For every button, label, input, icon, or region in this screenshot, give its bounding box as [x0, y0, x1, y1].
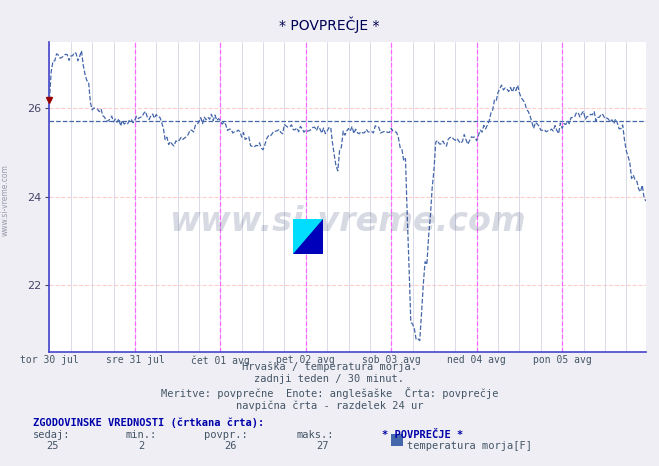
- Text: www.si-vreme.com: www.si-vreme.com: [1, 164, 10, 236]
- Text: * POVPREČJE *: * POVPREČJE *: [279, 16, 380, 33]
- Text: sob 03 avg: sob 03 avg: [362, 355, 420, 365]
- Text: povpr.:: povpr.:: [204, 430, 248, 439]
- Text: tor 30 jul: tor 30 jul: [20, 355, 79, 365]
- Text: sre 31 jul: sre 31 jul: [105, 355, 164, 365]
- Text: * POVPREČJE *: * POVPREČJE *: [382, 430, 463, 439]
- Text: maks.:: maks.:: [297, 430, 334, 439]
- Text: 25: 25: [46, 441, 59, 452]
- Text: Hrvaška / temperatura morja.: Hrvaška / temperatura morja.: [242, 361, 417, 372]
- Text: Meritve: povprečne  Enote: anglešaške  Črta: povprečje: Meritve: povprečne Enote: anglešaške Črt…: [161, 387, 498, 399]
- Text: ned 04 avg: ned 04 avg: [447, 355, 506, 365]
- Text: sedaj:: sedaj:: [33, 430, 71, 439]
- Text: 27: 27: [316, 441, 329, 452]
- Text: www.si-vreme.com: www.si-vreme.com: [169, 205, 526, 238]
- Polygon shape: [293, 219, 323, 254]
- Text: 2: 2: [138, 441, 144, 452]
- Text: pon 05 avg: pon 05 avg: [532, 355, 592, 365]
- Text: temperatura morja[F]: temperatura morja[F]: [407, 441, 532, 452]
- Text: čet 01 avg: čet 01 avg: [191, 355, 250, 366]
- Text: pet 02 avg: pet 02 avg: [276, 355, 335, 365]
- Text: 26: 26: [224, 441, 237, 452]
- Polygon shape: [293, 219, 323, 254]
- Text: ZGODOVINSKE VREDNOSTI (črtkana črta):: ZGODOVINSKE VREDNOSTI (črtkana črta):: [33, 417, 264, 428]
- Text: navpična črta - razdelek 24 ur: navpična črta - razdelek 24 ur: [236, 400, 423, 411]
- Text: zadnji teden / 30 minut.: zadnji teden / 30 minut.: [254, 374, 405, 384]
- Text: min.:: min.:: [125, 430, 156, 439]
